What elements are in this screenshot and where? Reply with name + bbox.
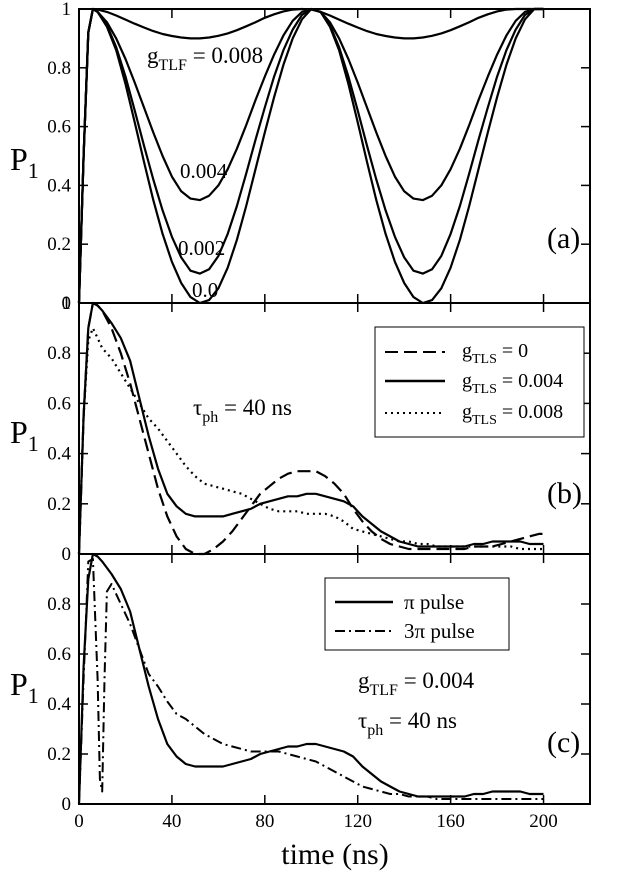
panel-a-series-0 — [77, 7, 544, 304]
panel-c-series-0 — [77, 552, 544, 805]
panel-c-ylabel: P1 — [10, 666, 39, 708]
panel-a-label-0002: 0.002 — [178, 236, 225, 260]
x-tick-label: 160 — [436, 811, 465, 832]
panel-b-legend: gTLS = 0 gTLS = 0.004 gTLS = 0.008 — [374, 326, 585, 438]
panel-c-ytick-label: 0.4 — [47, 694, 71, 715]
x-tick-label: 200 — [529, 811, 558, 832]
panel-a-ylabel: P1 — [10, 141, 39, 183]
legend-entry-gtls-0004: gTLS = 0.004 — [462, 370, 563, 397]
panel-b-ytick-label: 0.4 — [47, 444, 71, 465]
panel-c-tau-annotation: τph = 40 ns — [358, 708, 457, 739]
panel-c-legend: π pulse 3π pulse — [324, 577, 510, 651]
panel-b-ytick-label: 0.2 — [47, 494, 71, 515]
panel-b-ytick-label: 0 — [62, 544, 72, 565]
legend-entry-gtls-0: gTLS = 0 — [462, 340, 528, 367]
panel-b-label: (b) — [547, 477, 582, 510]
panel-c-g-annotation: gTLF = 0.004 — [358, 668, 475, 699]
x-axis-label: time (ns) — [281, 838, 388, 871]
panel-c-ytick-label: 0.2 — [47, 744, 71, 765]
panel-b-tau-annotation: τph = 40 ns — [193, 395, 292, 426]
x-tick-label: 80 — [255, 811, 274, 832]
panel-b-series-2 — [77, 327, 544, 555]
panel-a-label: (a) — [547, 222, 580, 255]
panel-a-ytick-label: 1 — [62, 0, 72, 20]
panel-a-series-1 — [77, 7, 544, 304]
panel-a-series-2 — [77, 7, 544, 304]
panel-b-ytick-label: 0.6 — [47, 393, 71, 414]
panel-a-ytick-label: 0.4 — [47, 175, 71, 196]
panel-b-series-0 — [77, 301, 544, 556]
x-tick-label: 40 — [162, 811, 181, 832]
x-tick-label: 120 — [343, 811, 372, 832]
panel-b-series-1 — [77, 301, 544, 555]
legend-entry-pi-pulse: π pulse — [404, 590, 464, 614]
panel-c-series-1 — [78, 558, 544, 805]
panel-c-label: (c) — [547, 726, 580, 759]
panel-b-ytick-label: 1 — [62, 293, 72, 314]
panel-b-ylabel: P1 — [10, 414, 39, 456]
panel-a-ytick-label: 0.8 — [47, 58, 71, 79]
panel-a-label-0004: 0.004 — [180, 159, 228, 183]
curve-layer — [77, 7, 544, 805]
legend-entry-gtls-0008: gTLS = 0.008 — [462, 401, 563, 428]
panel-a-ytick-label: 0.2 — [47, 234, 71, 255]
panel-c-legend-box — [324, 577, 510, 651]
tick-layer: 00.20.40.60.8100.20.40.60.8100.20.40.60.… — [47, 0, 590, 832]
panel-b-ytick-label: 0.8 — [47, 343, 71, 364]
panel-a-ytick-label: 0 — [62, 293, 72, 314]
legend-entry-3pi-pulse: 3π pulse — [404, 619, 475, 643]
x-tick-label: 0 — [74, 811, 84, 832]
panel-a-series-3 — [77, 7, 544, 305]
panel-a-label-00: 0.0 — [192, 278, 218, 302]
panel-c-ytick-label: 0.6 — [47, 644, 71, 665]
panel-c-ytick-label: 0 — [62, 794, 72, 815]
panel-a-ytick-label: 0.6 — [47, 117, 71, 138]
panel-c-ytick-label: 0.8 — [47, 594, 71, 615]
panel-c-frame — [78, 553, 591, 805]
panel-a-g-annotation: gTLF = 0.008 — [147, 43, 263, 74]
